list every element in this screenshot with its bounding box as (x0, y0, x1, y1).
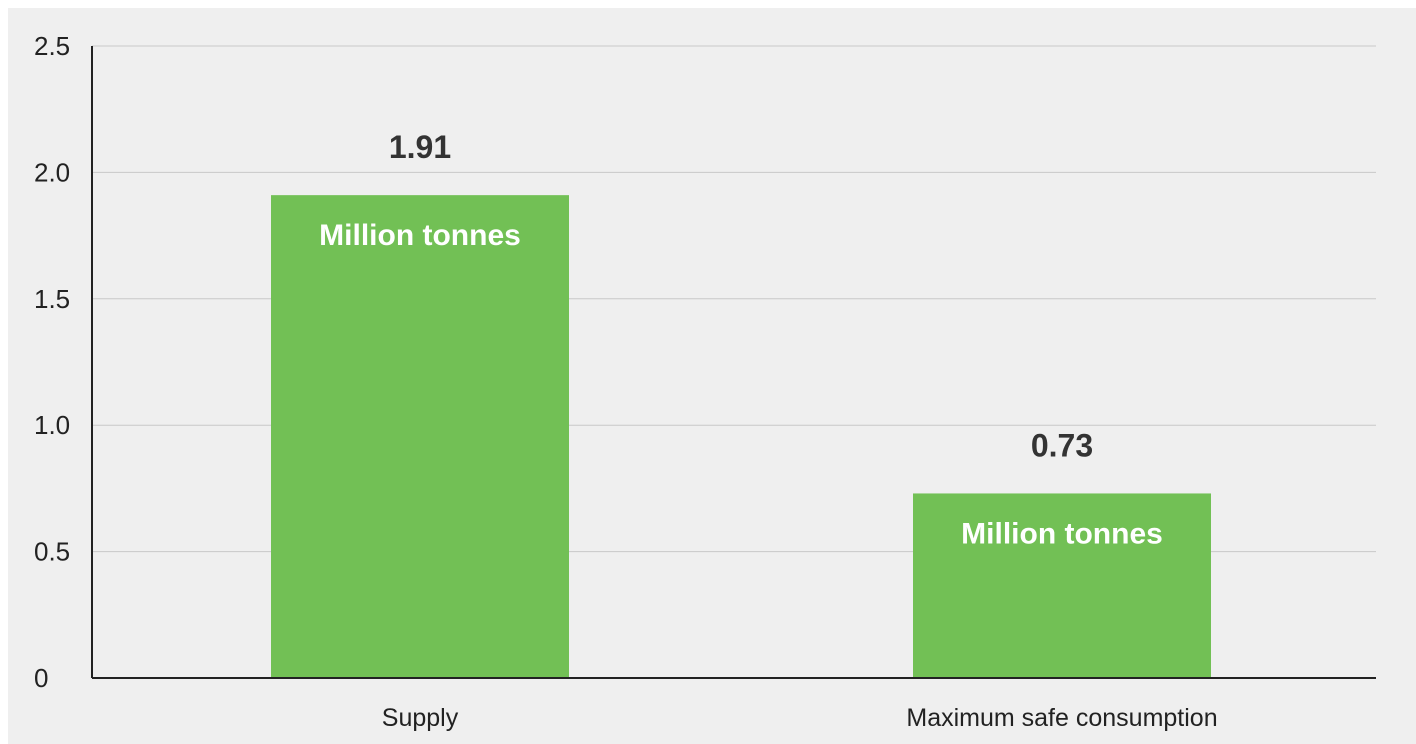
y-tick-label: 2.0 (34, 157, 70, 187)
bar (913, 493, 1211, 678)
x-category-label: Maximum safe consumption (906, 704, 1217, 732)
x-category-label: Supply (382, 704, 459, 732)
bars (271, 195, 1211, 679)
y-tick-label: 2.5 (34, 31, 70, 61)
bar-unit-label: Million tonnes (319, 219, 521, 252)
y-tick-label: 1.5 (34, 284, 70, 314)
y-tick-label: 0 (34, 663, 48, 693)
y-axis-tick-labels: 0 0.5 1.0 1.5 2.0 2.5 (34, 31, 70, 693)
value-label: 0.73 (1031, 427, 1093, 463)
bar (271, 195, 569, 679)
y-tick-label: 0.5 (34, 537, 70, 567)
data-labels: 1.91 Million tonnes Supply 0.73 Million tonn… (319, 129, 1217, 732)
axes (91, 46, 1376, 679)
bar-unit-label: Million tonnes (961, 517, 1163, 550)
value-label: 1.91 (389, 129, 451, 165)
y-tick-label: 1.0 (34, 410, 70, 440)
